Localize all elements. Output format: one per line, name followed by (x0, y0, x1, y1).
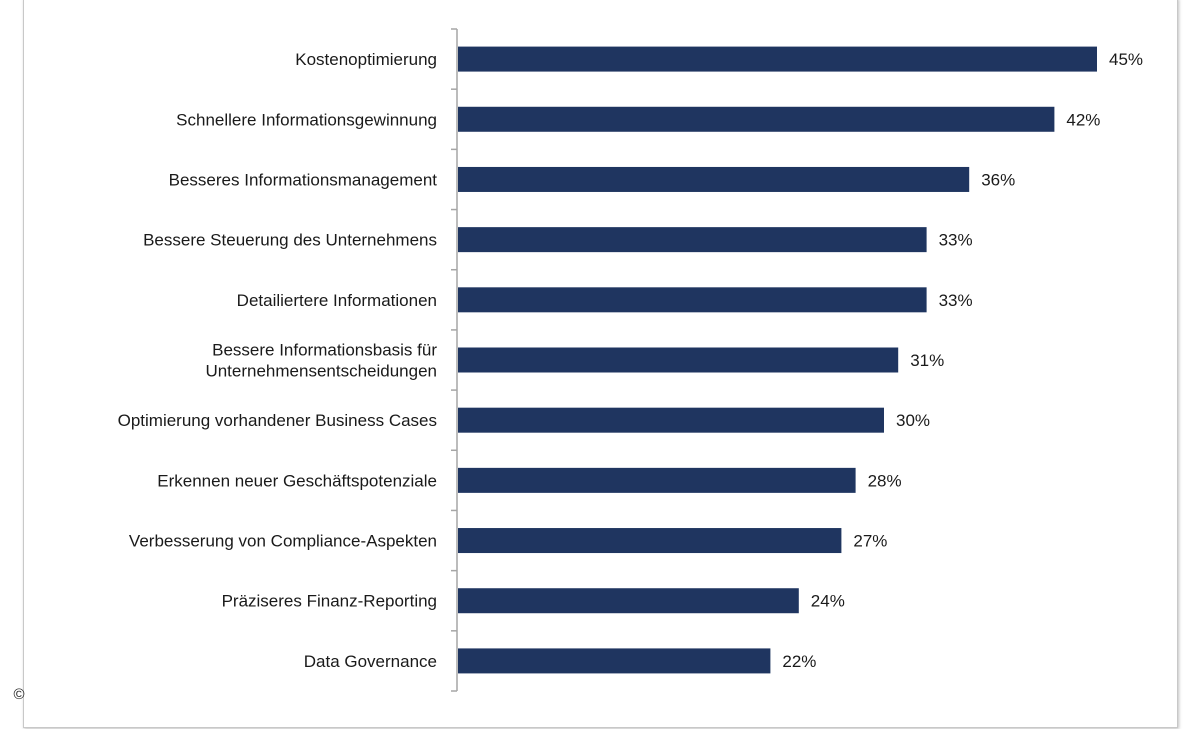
bar (458, 46, 1097, 72)
category-label: Data Governance (304, 652, 437, 671)
category-label: Bessere Informationsbasis für Unternehmen… (205, 341, 437, 381)
data-label: 42% (1066, 110, 1100, 129)
category-label: Präziseres Finanz-Reporting (222, 592, 437, 611)
data-label: 36% (981, 170, 1015, 189)
data-label: 28% (868, 471, 902, 490)
category-label: Optimierung vorhandener Business Cases (118, 411, 437, 430)
bar (458, 287, 927, 313)
data-label: 45% (1109, 50, 1143, 69)
bar (458, 648, 771, 674)
data-label: 30% (896, 411, 930, 430)
bar (458, 166, 970, 192)
category-label: Besseres Informationsmanagement (169, 170, 438, 189)
category-label: Schnellere Informationsgewinnung (176, 110, 437, 129)
data-label: 24% (811, 592, 845, 611)
bar (458, 588, 799, 614)
bar-chart: 45% Kostenoptimierung 42% Schnellere Inform… (118, 28, 1143, 692)
bar (458, 407, 884, 433)
data-label: 22% (782, 652, 816, 671)
bar (458, 528, 842, 554)
bar (458, 106, 1055, 132)
bar (458, 347, 899, 373)
copyright-icon: © (13, 686, 25, 703)
data-label: 31% (910, 351, 944, 370)
category-label: Erkennen neuer Geschäftspotenziale (157, 471, 437, 490)
bar (458, 227, 927, 253)
category-label: Bessere Steuerung des Unternehmens (143, 231, 437, 250)
data-label: 33% (939, 291, 973, 310)
data-label: 33% (939, 231, 973, 250)
chart-frame: 45% Kostenoptimierung 42% Schnellere Inform… (23, 0, 1178, 728)
data-label: 27% (853, 532, 887, 551)
category-label: Kostenoptimierung (295, 50, 437, 69)
category-label: Detailiertere Informationen (237, 291, 437, 310)
bar (458, 467, 856, 493)
category-label: Verbesserung von Compliance-Aspekten (129, 532, 437, 551)
